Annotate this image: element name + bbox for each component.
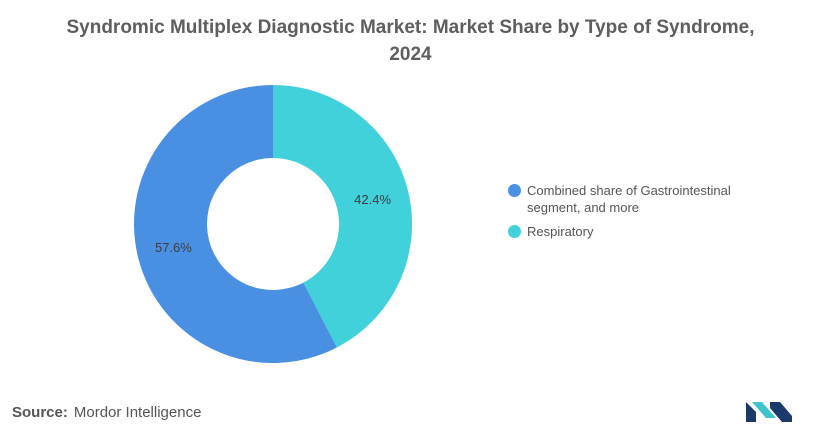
legend-swatch-respiratory <box>508 225 521 238</box>
donut-slice-gastrointestinal <box>133 85 337 363</box>
mordor-intelligence-logo-icon <box>746 402 792 422</box>
data-label-gastrointestinal: 57.6% <box>155 240 192 255</box>
source-label: Source: <box>12 404 68 421</box>
logo-left-stroke <box>746 402 756 422</box>
chart-title-line-1: Syndromic Multiplex Diagnostic Market: M… <box>66 17 755 38</box>
legend-swatch-gastrointestinal <box>508 184 521 197</box>
source-note: Source: Mordor Intelligence <box>12 404 201 421</box>
data-label-respiratory: 42.4% <box>354 192 391 207</box>
legend-item-respiratory: Respiratory <box>508 223 808 240</box>
legend-label-gastrointestinal: Combined share of Gastrointestinal segme… <box>527 183 731 215</box>
legend-label-respiratory: Respiratory <box>527 224 594 239</box>
logo-right-stroke <box>770 402 792 422</box>
chart-title-line-2: 2024 <box>389 44 432 65</box>
chart-title: Syndromic Multiplex Diagnostic Market: M… <box>40 14 781 68</box>
chart-legend: Combined share of Gastrointestinal segme… <box>508 182 808 247</box>
donut-slice-respiratory <box>273 85 412 348</box>
source-text: Mordor Intelligence <box>73 404 202 421</box>
logo-mid-stroke <box>752 402 776 418</box>
legend-item-gastrointestinal: Combined share of Gastrointestinal segme… <box>508 182 808 216</box>
